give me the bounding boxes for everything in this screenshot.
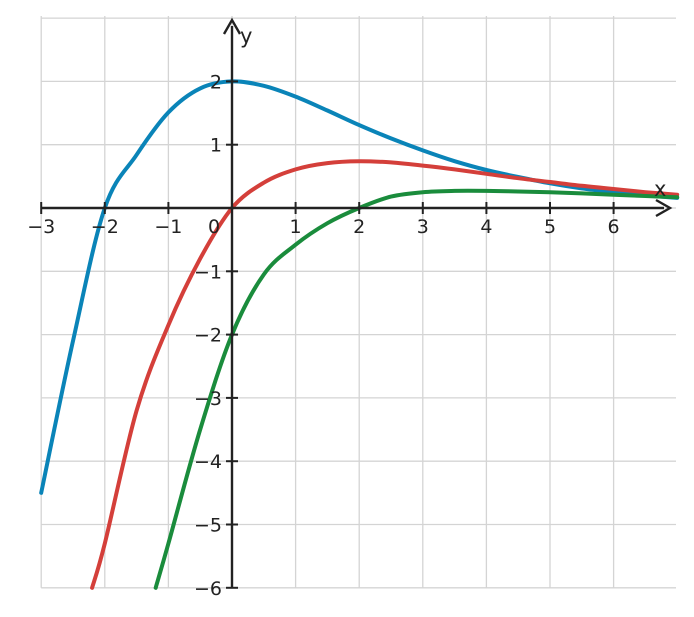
x-tick-label: −3 (27, 216, 55, 238)
x-tick-label: 6 (608, 216, 620, 238)
x-tick-label: 0 (208, 216, 220, 238)
x-axis-arrow-icon (655, 198, 673, 218)
ticks (40, 80, 615, 589)
curve-2 (90, 159, 680, 590)
x-tick-label: 3 (417, 216, 429, 238)
curve-1 (39, 79, 680, 495)
y-tick-label: 2 (210, 71, 222, 93)
x-tick-label: 4 (480, 216, 492, 238)
x-tick-label: −1 (154, 216, 182, 238)
x-tick-label: 1 (290, 216, 302, 238)
y-tick-label: −3 (194, 388, 222, 410)
curves (39, 79, 680, 590)
y-axis-label: y (240, 24, 252, 48)
x-tick-label: −2 (91, 216, 119, 238)
tick-labels: −3 −2 −1 0 1 2 3 4 5 6 −6 −5 −4 −3 −2 −1 1 2 (27, 71, 619, 599)
y-tick-label: −1 (194, 261, 222, 283)
y-tick-label: 1 (210, 135, 222, 157)
grid (40, 16, 676, 589)
y-axis-arrow-icon (222, 17, 242, 35)
y-tick-label: −6 (194, 578, 222, 600)
y-tick-label: −2 (194, 325, 222, 347)
x-tick-label: 2 (353, 216, 365, 238)
y-tick-label: −5 (194, 515, 222, 537)
x-tick-label: 5 (544, 216, 556, 238)
x-axis-label: x (654, 177, 666, 201)
axes (41, 17, 673, 588)
curve-3 (153, 188, 680, 590)
y-tick-label: −4 (194, 451, 222, 473)
